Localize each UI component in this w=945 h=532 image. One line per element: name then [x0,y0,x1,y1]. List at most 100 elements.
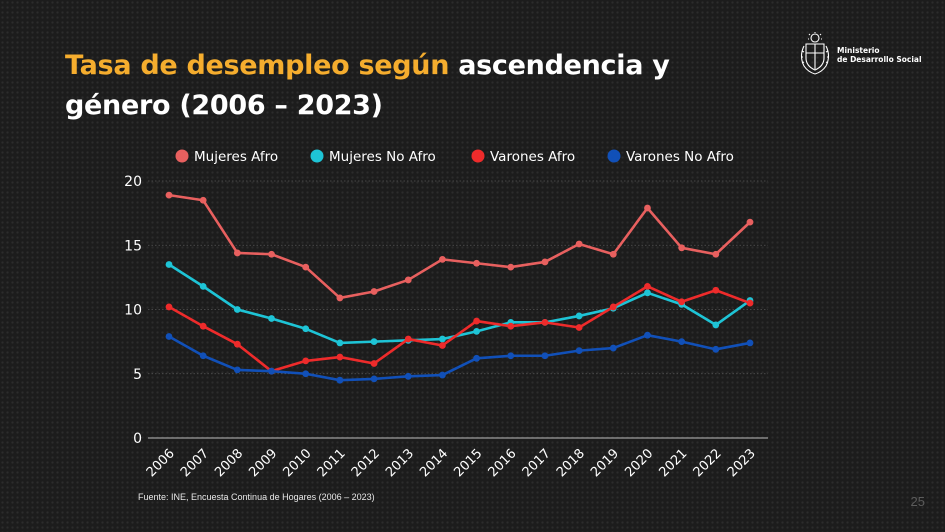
data-point [370,338,378,346]
data-point [233,306,241,313]
data-point [336,376,344,384]
y-tick-label: 20 [124,174,142,190]
logo-text-line2: de Desarrollo Social [837,55,922,64]
data-point [712,345,720,353]
data-point [199,322,207,330]
data-point [609,250,617,258]
data-point [370,288,378,295]
x-tick-label: 2010 [281,446,315,480]
data-point [746,218,754,226]
x-tick-label: 2023 [725,446,759,480]
data-point [336,339,344,347]
data-point [541,352,549,360]
data-point [712,250,720,258]
data-point [678,244,686,252]
data-point [541,318,549,326]
data-point [439,255,446,263]
x-tick-label: 2006 [144,446,178,480]
x-tick-label: 2007 [178,446,212,480]
data-point [302,325,310,333]
data-point [404,276,412,284]
x-tick-label: 2019 [588,446,622,480]
series-line-0 [168,193,751,300]
data-point [165,303,173,311]
data-point [644,331,651,339]
legend-marker [175,149,189,163]
data-point [473,317,480,325]
data-point [370,375,378,383]
page-title: Tasa de desempleo según ascendencia y gén… [65,46,670,126]
page-number: 25 [910,494,925,509]
x-tick-label: 2013 [383,446,417,480]
data-point [404,372,412,380]
legend-label: Mujeres Afro [194,149,278,165]
data-point [404,335,412,343]
ministry-logo: Ministerio de Desarrollo Social [798,32,922,78]
y-tick-label: 0 [133,431,142,447]
data-point [609,344,617,352]
legend-marker [310,149,324,163]
data-point [712,321,720,329]
x-tick-label: 2011 [315,446,349,480]
data-point [746,299,754,307]
data-point [199,352,207,360]
title-highlight: Tasa de desempleo según [65,50,450,81]
data-point [199,196,207,204]
legend-label: Mujeres No Afro [329,149,436,165]
data-point [507,352,515,360]
x-tick-label: 2015 [451,446,485,480]
data-point [507,322,515,330]
data-point [644,282,651,290]
x-tick-label: 2012 [349,446,383,480]
data-point [575,312,583,320]
data-point [302,370,310,378]
data-point [336,294,344,302]
data-point [302,263,310,271]
data-point [473,354,480,362]
data-point [233,340,241,348]
data-point [712,286,720,294]
title-line2: género (2006 – 2023) [65,90,383,121]
data-point [165,191,173,199]
y-tick-label: 15 [124,238,142,254]
data-point [302,357,310,365]
data-point [575,347,583,355]
data-point [644,289,651,297]
x-tick-label: 2008 [212,446,246,480]
data-point [575,240,583,248]
data-point [678,338,686,346]
data-point [439,371,446,379]
data-point [370,360,378,367]
y-tick-label: 10 [124,303,142,319]
data-point [609,303,617,311]
coat-of-arms-icon [800,32,830,75]
x-tick-label: 2022 [691,446,725,480]
data-point [336,353,344,361]
series-line-2 [168,285,751,373]
data-point [575,324,583,331]
data-point [439,335,446,343]
data-point [541,258,549,266]
data-point [644,204,651,212]
legend-marker [471,149,485,163]
data-point [165,261,173,268]
y-tick-label: 5 [133,367,142,383]
x-tick-label: 2016 [486,446,520,480]
logo-text-line1: Ministerio [837,46,880,55]
x-tick-label: 2020 [622,446,656,480]
data-point [507,263,515,271]
data-point [268,315,275,322]
series-line-1 [168,263,751,345]
x-tick-label: 2009 [246,446,280,480]
legend-label: Varones No Afro [626,149,734,165]
legend-marker [607,149,621,163]
x-tick-label: 2017 [520,446,554,480]
data-point [473,327,480,335]
title-rest: ascendencia y [449,50,670,81]
series-line-3 [168,333,751,382]
data-point [746,339,754,347]
data-point [268,367,275,375]
data-point [233,366,241,374]
x-tick-label: 2021 [656,446,690,480]
